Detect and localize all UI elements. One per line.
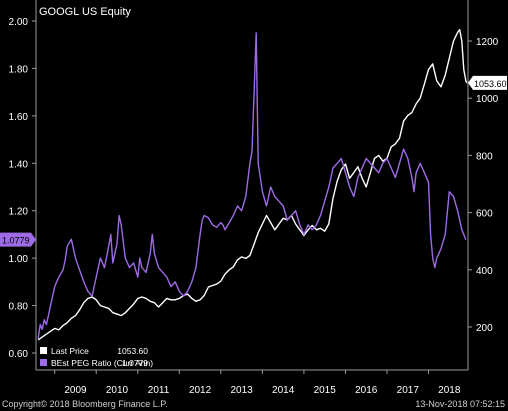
x-axis-tick-label: 2017	[397, 385, 420, 396]
left-axis-tick-label: 1.20	[9, 207, 29, 218]
legend-entry-value: 1.0779	[122, 358, 148, 368]
peg-ratio-value-label: 1.0779	[2, 236, 30, 246]
last-price-value-label: 1053.60	[474, 79, 507, 89]
last-price-series-line	[37, 28, 468, 341]
left-axis-tick-label: 1.00	[9, 254, 29, 265]
right-axis-tick-label: 600	[476, 209, 493, 220]
peg-ratio-legend-swatch	[40, 359, 47, 366]
x-axis-tick-label: 2012	[189, 385, 212, 396]
left-axis-tick-label: 1.80	[9, 64, 29, 75]
x-axis-tick-label: 2009	[64, 385, 87, 396]
chart-title: GOOGL US Equity	[39, 6, 131, 18]
left-axis-tick-label: 2.00	[9, 17, 29, 28]
left-axis-tick-label: 0.80	[9, 302, 29, 313]
left-axis-tick-label: 0.60	[9, 349, 29, 360]
left-axis-tick-label: 1.60	[9, 112, 29, 123]
right-axis-tick-label: 400	[476, 266, 493, 277]
last-price-legend-swatch	[40, 347, 47, 354]
x-axis-tick-label: 2013	[230, 385, 253, 396]
x-axis-tick-label: 2015	[314, 385, 337, 396]
right-axis-tick-label: 800	[476, 151, 493, 162]
right-axis-tick-label: 1200	[476, 37, 499, 48]
right-axis-tick-label: 1000	[476, 94, 499, 105]
copyright-text: Copyright© 2018 Bloomberg Finance L.P.	[2, 399, 168, 409]
peg-ratio-series-line	[37, 32, 467, 339]
legend-entry-name: Last Price	[51, 346, 89, 356]
right-axis-tick-label: 200	[476, 323, 493, 334]
x-axis-tick-label: 2011	[148, 385, 170, 396]
timestamp-text: 13-Nov-2018 07:52:15	[415, 399, 505, 409]
legend-entry-name: BEst PEG Ratio (Curr Ann)	[51, 358, 153, 368]
last-price-value-badge	[468, 75, 507, 90]
peg-ratio-value-badge	[0, 232, 36, 247]
legend: Last Price 1053.60 BEst PEG Ratio (Curr An…	[40, 346, 153, 368]
x-axis-tick-label: 2010	[106, 385, 129, 396]
x-axis-tick-label: 2016	[355, 385, 378, 396]
legend-entry-value: 1053.60	[117, 346, 148, 356]
left-axis-tick-label: 1.40	[9, 159, 29, 170]
x-axis-tick-label: 2014	[272, 385, 295, 396]
x-axis-tick-label: 2018	[438, 385, 461, 396]
